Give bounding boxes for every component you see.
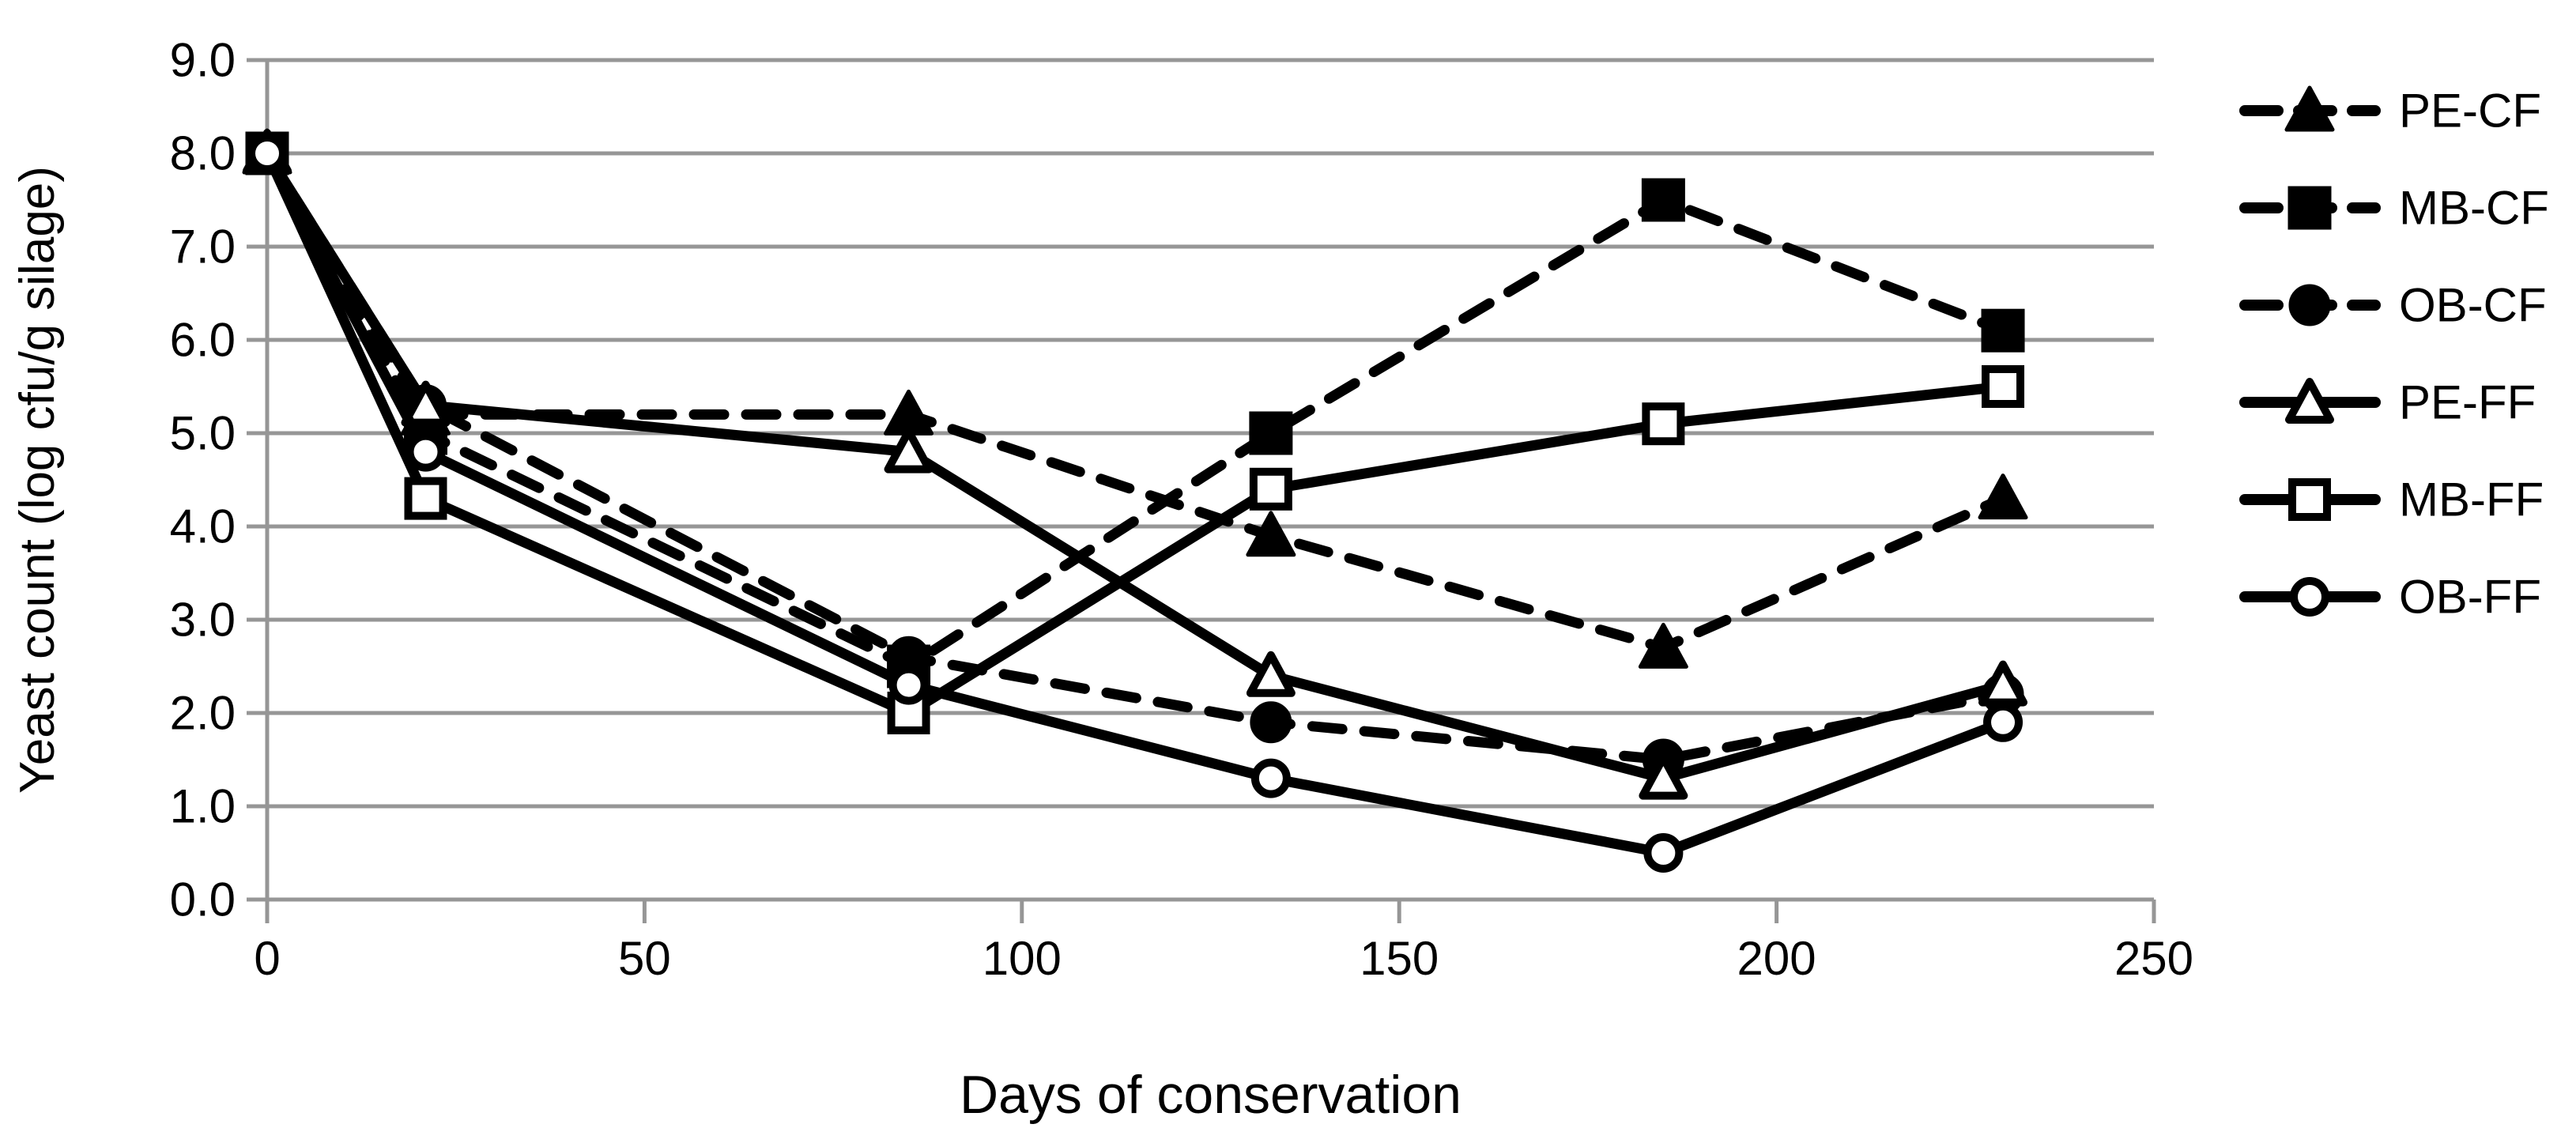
legend-label-OB-FF: OB-FF — [2399, 571, 2541, 624]
legend-marker-PE-CF — [2284, 85, 2335, 132]
x-tick-label: 50 — [618, 932, 671, 985]
series-marker-MB-CF — [1981, 308, 2025, 353]
series-marker-PE-FF — [1246, 651, 1296, 697]
series-marker-PE-FF — [1639, 753, 1688, 800]
series-marker-OB-FF — [405, 432, 446, 472]
series-line-OB-CF — [262, 148, 2008, 765]
series-marker-OB-CF — [1250, 701, 1292, 744]
series-marker-PE-CF — [1246, 511, 1296, 557]
series-marker-PE-CF — [1638, 622, 1688, 669]
legend-label-PE-FF: PE-FF — [2399, 376, 2536, 429]
series-marker-PE-FF — [1978, 660, 2028, 707]
legend-item-MB-FF: MB-FF — [2239, 473, 2544, 526]
legend-marker-MB-CF — [2287, 186, 2332, 230]
legend-label-MB-CF: MB-CF — [2399, 182, 2549, 235]
series-line-OB-FF — [262, 148, 2008, 858]
legend-label-MB-FF: MB-FF — [2399, 473, 2544, 526]
series-line-MB-CF — [262, 148, 2008, 672]
series-marker-PE-FF — [401, 380, 451, 427]
series-line-MB-FF — [262, 148, 2008, 719]
x-tick-label: 250 — [2114, 932, 2193, 985]
series-marker-OB-FF — [1983, 702, 2023, 742]
legend-label-OB-CF: OB-CF — [2399, 279, 2547, 332]
series-marker-OB-FF — [1643, 833, 1684, 873]
y-axis-title: Yeast count (log cfu/g silage) — [10, 166, 65, 794]
y-tick-label: 7.0 — [170, 221, 236, 273]
y-tick-label: 3.0 — [170, 594, 236, 647]
series-line-PE-FF — [262, 148, 2008, 784]
y-tick-label: 8.0 — [170, 127, 236, 180]
y-tick-label: 0.0 — [170, 873, 236, 926]
legend-item-OB-CF: OB-CF — [2239, 279, 2547, 332]
y-tick-label: 5.0 — [170, 407, 236, 460]
series-marker-MB-CF — [1249, 411, 1293, 455]
x-tick-label: 200 — [1737, 932, 1816, 985]
legend-marker-OB-FF — [2290, 577, 2329, 617]
x-tick-label: 150 — [1360, 932, 1439, 985]
y-tick-label: 4.0 — [170, 500, 236, 553]
series-marker-OB-FF — [247, 134, 287, 173]
series-marker-MB-FF — [404, 477, 447, 520]
legend-marker-MB-FF — [2288, 478, 2331, 521]
series-marker-MB-FF — [1982, 365, 2025, 408]
x-tick-label: 100 — [983, 932, 1062, 985]
legend-item-MB-CF: MB-CF — [2239, 182, 2549, 235]
y-tick-label: 9.0 — [170, 34, 236, 87]
series-marker-PE-CF — [884, 389, 934, 436]
y-tick-label: 6.0 — [170, 314, 236, 367]
series-line-PE-CF — [262, 148, 2008, 653]
y-tick-label: 2.0 — [170, 687, 236, 740]
legend-marker-OB-CF — [2288, 284, 2331, 326]
legend-item-PE-FF: PE-FF — [2239, 376, 2536, 429]
y-tick-label: 1.0 — [170, 780, 236, 833]
series-marker-PE-CF — [1978, 473, 2028, 520]
legend-marker-PE-FF — [2285, 378, 2334, 424]
series-marker-MB-FF — [1249, 467, 1292, 511]
legend-item-OB-FF: OB-FF — [2239, 571, 2541, 624]
series-marker-OB-FF — [1250, 758, 1291, 798]
series-marker-MB-CF — [1641, 178, 1685, 222]
legend-label-PE-CF: PE-CF — [2399, 85, 2541, 138]
series-marker-OB-FF — [888, 665, 929, 705]
x-axis-title: Days of conservation — [960, 1065, 1461, 1125]
x-tick-label: 0 — [254, 932, 280, 985]
series-marker-PE-FF — [884, 427, 933, 473]
series-marker-MB-FF — [1642, 402, 1685, 446]
